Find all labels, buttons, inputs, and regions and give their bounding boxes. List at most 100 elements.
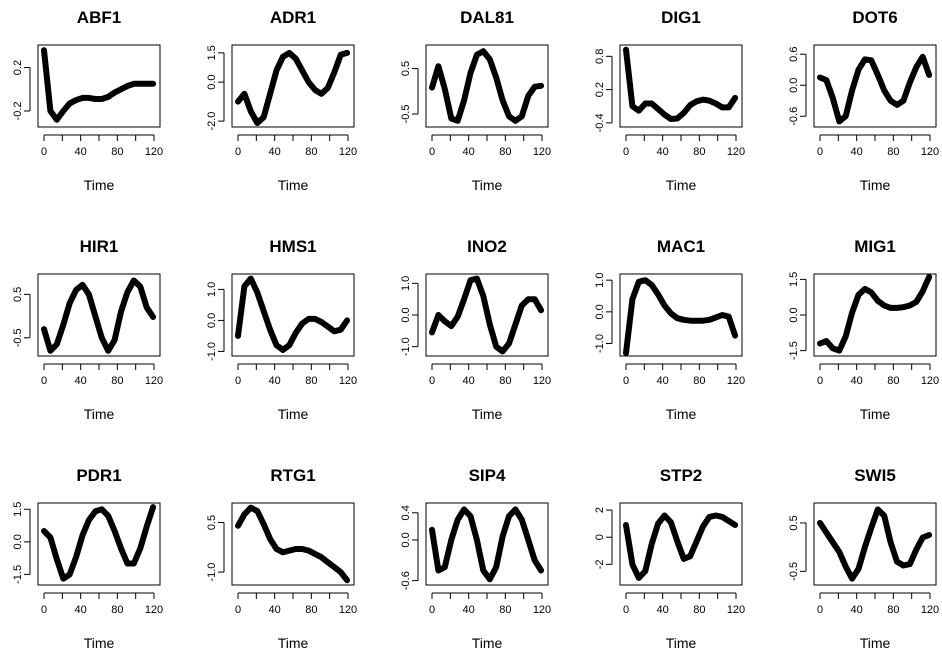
x-tick-label: 40 xyxy=(657,604,669,616)
series-line xyxy=(235,504,351,584)
x-tick-label: 0 xyxy=(817,146,823,158)
y-tick-label: -1.0 xyxy=(594,334,606,353)
y-tick-label: 0.0 xyxy=(788,307,800,322)
plot-frame xyxy=(425,502,549,586)
panel-adr1: ADR1 0 40 80 120 Time -2.0 0.0 1.5 xyxy=(206,8,357,193)
x-tick-label: 40 xyxy=(657,146,669,158)
x-tick-label: 0 xyxy=(41,146,47,158)
y-tick-label: 0.8 xyxy=(594,49,606,64)
y-tick-label: -0.4 xyxy=(594,113,606,132)
y-tick-label: 1.5 xyxy=(788,272,800,287)
plot-frame xyxy=(425,44,549,128)
panel-title: DOT6 xyxy=(852,8,897,27)
plot-frame xyxy=(813,502,937,586)
x-axis-label: Time xyxy=(666,406,697,422)
y-tick-label: -2.0 xyxy=(206,112,218,131)
x-tick-label: 80 xyxy=(499,146,511,158)
series-line xyxy=(623,46,739,122)
x-tick-label: 0 xyxy=(623,146,629,158)
series-line xyxy=(429,48,545,124)
plot-frame xyxy=(813,44,937,128)
plot-frame xyxy=(37,273,161,357)
x-tick-label: 0 xyxy=(41,604,47,616)
panel-mac1: MAC1 0 40 80 120 Time -1.0 0.0 1.0 xyxy=(594,237,745,422)
panel-abf1: ABF1 0 40 80 120 Time -0.2 0.2 xyxy=(12,8,163,193)
panel-title: INO2 xyxy=(467,237,507,256)
y-tick-label: 1.5 xyxy=(12,502,24,517)
series-line xyxy=(429,506,545,583)
plot-frame xyxy=(619,44,743,128)
y-tick-label: 0.0 xyxy=(594,304,606,319)
x-tick-label: 120 xyxy=(533,375,551,387)
x-tick-label: 80 xyxy=(693,604,705,616)
x-tick-label: 40 xyxy=(75,604,87,616)
y-tick-label: 1.0 xyxy=(206,282,218,297)
x-tick-label: 80 xyxy=(305,375,317,387)
x-tick-label: 120 xyxy=(145,146,163,158)
x-tick-label: 0 xyxy=(429,604,435,616)
y-tick-label: 1.5 xyxy=(206,45,218,60)
y-tick-label: -1.5 xyxy=(788,341,800,360)
panel-mig1: MIG1 0 40 80 120 Time -1.5 0.0 1.5 xyxy=(788,237,939,422)
x-tick-label: 80 xyxy=(111,604,123,616)
series-line xyxy=(429,275,545,355)
x-tick-label: 0 xyxy=(235,146,241,158)
x-axis-label: Time xyxy=(472,635,503,651)
y-tick-label: -0.5 xyxy=(12,328,24,347)
panel-hms1: HMS1 0 40 80 120 Time -1.0 0.0 1.0 xyxy=(206,237,357,422)
x-tick-label: 40 xyxy=(463,604,475,616)
x-tick-label: 120 xyxy=(921,146,939,158)
y-tick-label: -1.0 xyxy=(206,342,218,361)
y-tick-label: 0.2 xyxy=(12,60,24,75)
y-tick-label: 0.0 xyxy=(400,307,412,322)
series-line xyxy=(623,277,739,356)
plot-frame xyxy=(619,273,743,357)
plot-frame xyxy=(425,273,549,357)
series-line xyxy=(41,277,157,354)
x-tick-label: 120 xyxy=(727,604,745,616)
x-axis-label: Time xyxy=(472,177,503,193)
y-tick-label: 0.5 xyxy=(788,515,800,530)
x-axis-label: Time xyxy=(666,177,697,193)
panel-title: SIP4 xyxy=(469,466,506,485)
x-axis-label: Time xyxy=(278,177,309,193)
x-tick-label: 80 xyxy=(887,604,899,616)
x-tick-label: 80 xyxy=(887,375,899,387)
panel-title: RTG1 xyxy=(270,466,315,485)
panel-rtg1: RTG1 0 40 80 120 Time -1.0 0.5 xyxy=(206,466,357,651)
x-tick-label: 80 xyxy=(499,604,511,616)
series-line xyxy=(817,53,933,125)
y-tick-label: -2 xyxy=(594,559,606,569)
x-tick-label: 0 xyxy=(817,375,823,387)
x-tick-label: 40 xyxy=(463,375,475,387)
x-tick-label: 120 xyxy=(533,604,551,616)
y-tick-label: 1.0 xyxy=(594,273,606,288)
panel-title: ABF1 xyxy=(77,8,121,27)
x-tick-label: 120 xyxy=(145,375,163,387)
y-tick-label: -0.5 xyxy=(788,562,800,581)
panel-hir1: HIR1 0 40 80 120 Time -0.5 0.5 xyxy=(12,237,163,422)
x-tick-label: 120 xyxy=(339,375,357,387)
x-tick-label: 40 xyxy=(269,146,281,158)
series-line xyxy=(817,506,933,582)
x-tick-label: 120 xyxy=(727,146,745,158)
x-axis-label: Time xyxy=(860,635,891,651)
x-tick-label: 0 xyxy=(41,375,47,387)
x-tick-label: 120 xyxy=(727,375,745,387)
x-axis-label: Time xyxy=(84,177,115,193)
plot-frame xyxy=(619,502,743,586)
y-tick-label: -0.6 xyxy=(788,107,800,126)
x-tick-label: 80 xyxy=(305,604,317,616)
y-tick-label: 0.0 xyxy=(400,532,412,547)
x-tick-label: 0 xyxy=(429,146,435,158)
plot-frame xyxy=(231,502,355,586)
x-tick-label: 80 xyxy=(693,146,705,158)
series-line xyxy=(817,274,933,354)
series-line xyxy=(235,275,351,353)
panel-stp2: STP2 0 40 80 120 Time -2 0 2 xyxy=(594,466,745,651)
panel-sip4: SIP4 0 40 80 120 Time -0.6 0.0 0.4 xyxy=(400,466,551,651)
y-tick-label: -0.5 xyxy=(400,105,412,124)
y-tick-label: 0.0 xyxy=(206,74,218,89)
panel-title: DIG1 xyxy=(661,8,701,27)
y-tick-label: 0.5 xyxy=(400,61,412,76)
